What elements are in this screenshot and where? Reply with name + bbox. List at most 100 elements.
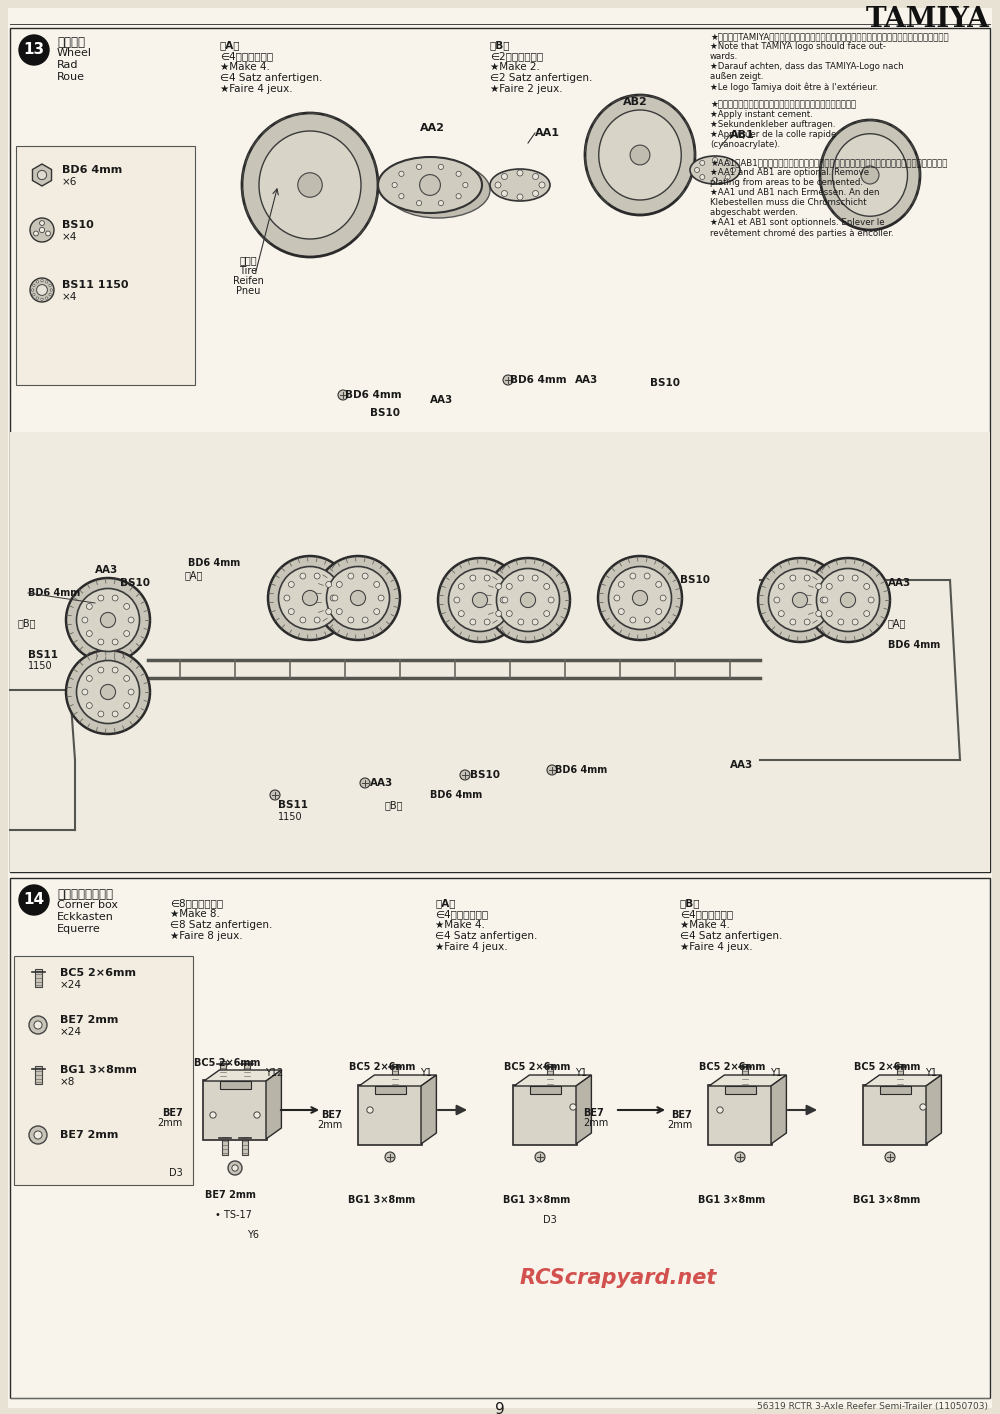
Ellipse shape	[378, 157, 482, 214]
Circle shape	[717, 1107, 723, 1113]
Circle shape	[278, 567, 342, 629]
Circle shape	[495, 182, 501, 188]
FancyBboxPatch shape	[14, 956, 193, 1185]
Circle shape	[100, 612, 116, 628]
Circle shape	[518, 575, 524, 581]
FancyBboxPatch shape	[10, 433, 990, 872]
Ellipse shape	[386, 163, 490, 218]
Circle shape	[45, 281, 48, 283]
Circle shape	[496, 611, 502, 617]
Polygon shape	[421, 1075, 436, 1144]
Circle shape	[458, 584, 464, 590]
Text: BE7: BE7	[321, 1110, 342, 1120]
Circle shape	[378, 595, 384, 601]
Circle shape	[501, 174, 507, 180]
Text: BC5 2×6mm: BC5 2×6mm	[504, 1062, 570, 1072]
Circle shape	[533, 174, 539, 180]
Bar	[220, 1080, 250, 1089]
Circle shape	[506, 611, 512, 617]
Text: BE7: BE7	[583, 1109, 604, 1118]
Circle shape	[608, 567, 672, 629]
Text: ★Faire 4 jeux.: ★Faire 4 jeux.	[680, 942, 753, 952]
Text: 2mm: 2mm	[317, 1120, 342, 1130]
Bar	[897, 1063, 903, 1086]
Text: Y12: Y12	[265, 1068, 283, 1077]
Text: BE7 2mm: BE7 2mm	[205, 1191, 255, 1200]
Circle shape	[36, 281, 39, 283]
Polygon shape	[709, 1075, 786, 1086]
Circle shape	[19, 885, 49, 915]
Text: ×8: ×8	[60, 1077, 75, 1087]
Text: BC5 2×6mm: BC5 2×6mm	[854, 1062, 920, 1072]
Circle shape	[34, 1021, 42, 1029]
Text: 1150: 1150	[278, 812, 303, 822]
Circle shape	[712, 157, 718, 163]
Circle shape	[768, 568, 832, 632]
Text: BS10: BS10	[62, 221, 94, 230]
Circle shape	[544, 584, 550, 590]
Circle shape	[730, 167, 736, 173]
Circle shape	[598, 556, 682, 641]
Circle shape	[725, 160, 730, 165]
Text: (cyanoacrylate).: (cyanoacrylate).	[710, 140, 780, 148]
Text: BD6 4mm: BD6 4mm	[62, 165, 122, 175]
Circle shape	[36, 297, 39, 300]
Circle shape	[399, 194, 404, 199]
Circle shape	[486, 559, 570, 642]
Text: Y1: Y1	[770, 1068, 782, 1077]
FancyBboxPatch shape	[203, 1080, 267, 1140]
Circle shape	[228, 1161, 242, 1175]
Circle shape	[548, 597, 554, 602]
Circle shape	[517, 194, 523, 199]
Text: 2mm: 2mm	[667, 1120, 692, 1130]
Text: ★Sekundenkleber auftragen.: ★Sekundenkleber auftragen.	[710, 120, 836, 129]
Circle shape	[112, 667, 118, 673]
Text: ★Make 8.: ★Make 8.	[170, 909, 220, 919]
Text: BS10: BS10	[650, 378, 680, 387]
Text: ★Le logo Tamiya doit être à l'extérieur.: ★Le logo Tamiya doit être à l'extérieur.	[710, 82, 878, 92]
Circle shape	[33, 294, 35, 296]
Circle shape	[49, 294, 51, 296]
Text: ∈2個作ります。: ∈2個作ります。	[490, 51, 543, 61]
Text: 14: 14	[23, 892, 45, 908]
Text: plating from areas to be cemented.: plating from areas to be cemented.	[710, 178, 863, 187]
Circle shape	[76, 588, 140, 652]
Polygon shape	[359, 1075, 436, 1086]
Circle shape	[532, 575, 538, 581]
Text: ★Apply instant cement.: ★Apply instant cement.	[710, 110, 813, 119]
Text: BS10: BS10	[370, 409, 400, 419]
Text: BD6 4mm: BD6 4mm	[555, 765, 607, 775]
Circle shape	[420, 174, 440, 195]
Circle shape	[284, 595, 290, 601]
Circle shape	[288, 581, 294, 587]
Bar	[222, 1135, 228, 1155]
Text: ∈8個作ります。: ∈8個作ります。	[170, 898, 223, 908]
Circle shape	[472, 592, 488, 608]
Circle shape	[34, 230, 38, 236]
Circle shape	[86, 676, 92, 682]
Text: D3: D3	[169, 1168, 183, 1178]
Circle shape	[438, 201, 444, 205]
Circle shape	[496, 584, 502, 590]
Bar	[742, 1063, 748, 1086]
Circle shape	[76, 660, 140, 724]
Text: ★Note that TAMIYA logo should face out-: ★Note that TAMIYA logo should face out-	[710, 42, 886, 51]
Circle shape	[484, 619, 490, 625]
Circle shape	[448, 568, 512, 632]
Circle shape	[618, 608, 624, 615]
Circle shape	[570, 1104, 576, 1110]
Circle shape	[336, 608, 342, 615]
Circle shape	[326, 567, 390, 629]
Circle shape	[535, 1152, 545, 1162]
Text: abgeschabt werden.: abgeschabt werden.	[710, 208, 798, 216]
Circle shape	[438, 559, 522, 642]
Text: Eckkasten: Eckkasten	[57, 912, 114, 922]
Circle shape	[98, 639, 104, 645]
Text: ∈4個作ります。: ∈4個作ります。	[435, 909, 488, 919]
Circle shape	[206, 1109, 220, 1121]
Text: ×24: ×24	[60, 1027, 82, 1036]
Circle shape	[416, 164, 422, 170]
Circle shape	[632, 591, 648, 605]
Circle shape	[916, 1100, 930, 1114]
Circle shape	[506, 584, 512, 590]
